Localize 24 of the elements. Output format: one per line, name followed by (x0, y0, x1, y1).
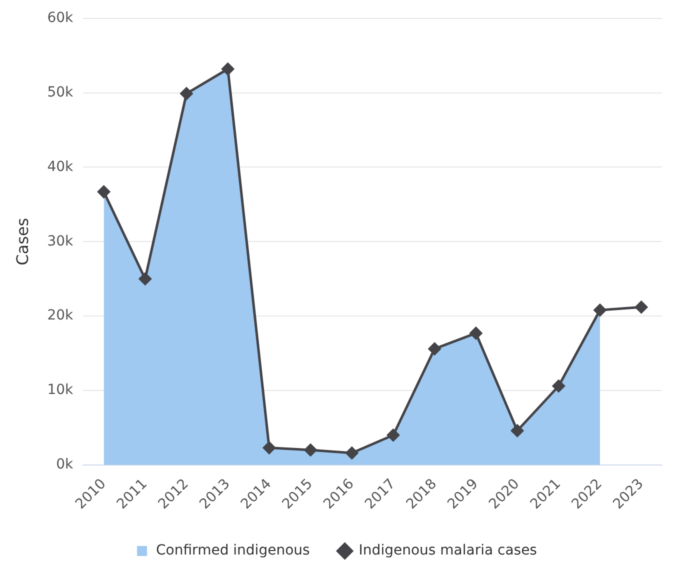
point (511, 424, 524, 437)
y-axis-title: Cases (12, 218, 32, 266)
point (222, 62, 234, 76)
point (346, 446, 358, 460)
y-tick-label: 0k (56, 456, 74, 473)
point (386, 428, 400, 442)
legend-label: Confirmed indigenous (156, 542, 310, 559)
y-tick-label: 60k (47, 10, 74, 26)
y-tick-label: 10k (47, 382, 74, 398)
point (304, 444, 317, 456)
legend-label: Indigenous malaria cases (358, 542, 537, 559)
point (594, 304, 606, 316)
point (428, 342, 441, 356)
point (262, 442, 276, 454)
point (138, 272, 152, 286)
y-tick-label: 50k (47, 84, 74, 100)
y-tick-label: 40k (47, 158, 74, 175)
point (635, 300, 648, 314)
point (180, 87, 193, 100)
point (470, 326, 482, 340)
y-tick-label: 20k (47, 308, 74, 324)
point (98, 186, 110, 198)
point (552, 380, 565, 392)
y-tick-label: 30k (47, 233, 74, 250)
